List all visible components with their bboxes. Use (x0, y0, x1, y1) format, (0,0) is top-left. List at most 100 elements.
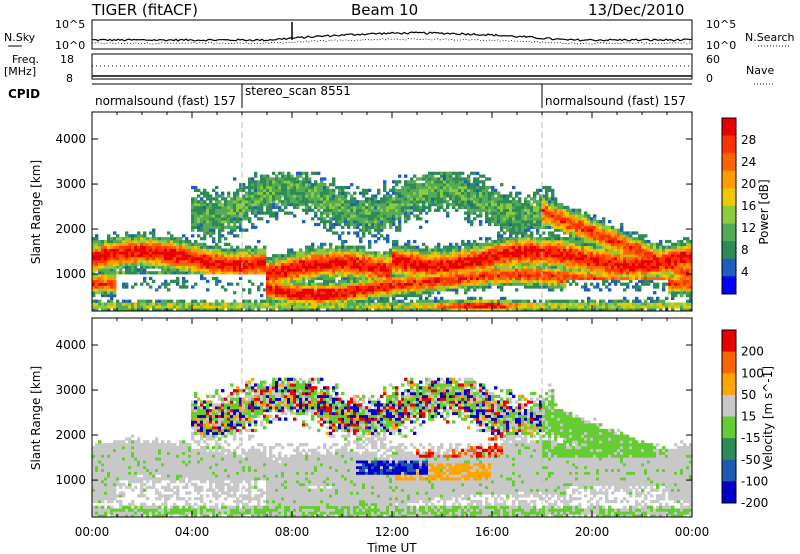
heat-cell (356, 279, 360, 283)
heat-cell (377, 274, 381, 278)
heat-cell (221, 285, 225, 289)
heat-cell (515, 228, 519, 232)
heat-cell (185, 237, 189, 241)
heat-cell (323, 220, 327, 224)
heat-cell (272, 191, 276, 195)
heat-cell (149, 239, 153, 244)
heat-cell (116, 308, 120, 312)
heat-cell (377, 282, 381, 286)
heat-cell (494, 308, 498, 312)
heat-cell (554, 274, 558, 278)
heat-cell (323, 285, 327, 289)
heat-cell (194, 197, 198, 201)
heat-cell (434, 268, 438, 272)
heat-cell (431, 271, 435, 275)
heat-cell (500, 251, 504, 255)
heat-cell (572, 271, 576, 275)
heat-cell (113, 265, 117, 269)
heat-cell (227, 254, 231, 258)
heat-cell (221, 248, 225, 252)
heat-cell (254, 188, 258, 192)
heat-cell (248, 205, 252, 210)
heat-cell (494, 265, 498, 269)
heat-cell (560, 205, 564, 210)
heat-cell (104, 251, 108, 255)
heat-cell (515, 302, 519, 306)
heat-cell (347, 259, 351, 264)
heat-cell (341, 217, 345, 221)
heat-cell (191, 262, 195, 266)
heat-cell (416, 254, 420, 258)
heat-cell (425, 299, 429, 303)
heat-cell (524, 285, 528, 289)
heat-cell (530, 251, 534, 255)
heat-cell (392, 248, 396, 252)
heat-cell (194, 251, 198, 255)
heat-cell (293, 259, 297, 264)
heat-cell (242, 211, 246, 215)
heat-cell (488, 185, 492, 190)
heat-cell (275, 259, 279, 264)
heat-cell (428, 282, 432, 286)
heat-cell (428, 171, 432, 175)
heat-cell (437, 205, 441, 210)
heat-cell (143, 276, 147, 281)
heat-cell (407, 245, 411, 249)
heat-cell (245, 251, 249, 255)
heat-cell (260, 205, 264, 210)
heat-cell (485, 299, 489, 303)
heat-cell (365, 302, 369, 306)
heat-cell (272, 197, 276, 201)
heat-cell (134, 302, 138, 306)
heat-cell (431, 299, 435, 303)
heat-cell (215, 276, 219, 281)
heat-cell (338, 282, 342, 286)
heat-cell (500, 220, 504, 224)
heat-cell (239, 265, 243, 269)
heat-cell (239, 308, 243, 312)
heat-cell (497, 282, 501, 286)
heat-cell (293, 276, 297, 281)
heat-cell (176, 237, 180, 241)
heat-cell (473, 217, 477, 221)
heat-cell (293, 308, 297, 312)
heat-cell (113, 282, 117, 286)
heat-cell (485, 191, 489, 195)
heat-cell (242, 185, 246, 190)
heat-cell (233, 268, 237, 272)
heat-cell (425, 279, 429, 283)
heat-cell (542, 265, 546, 269)
heat-cell (413, 279, 417, 283)
heat-cell (308, 183, 312, 187)
heat-cell (431, 268, 435, 272)
heat-cell (563, 211, 567, 215)
heat-cell (515, 237, 519, 241)
heat-cell (437, 262, 441, 266)
heat-cell (485, 262, 489, 266)
freq-right-tick-top: 60 (706, 53, 720, 66)
heat-cell (356, 288, 360, 292)
heat-cell (491, 200, 495, 204)
heat-cell (224, 197, 228, 201)
heat-cell (212, 231, 216, 235)
heat-cell (155, 251, 159, 255)
heat-cell (395, 305, 399, 309)
heat-cell (95, 237, 99, 241)
heat-cell (317, 288, 321, 292)
heat-cell (140, 305, 144, 309)
heat-cell (458, 282, 462, 286)
heat-cell (191, 222, 195, 227)
heat-cell (485, 308, 489, 312)
heat-cell (338, 200, 342, 204)
heat-cell (476, 285, 480, 289)
heat-cell (569, 242, 573, 247)
heat-cell (314, 185, 318, 190)
heat-cell (536, 308, 540, 312)
heat-cell (389, 222, 393, 227)
heat-cell (209, 302, 213, 306)
heat-cell (167, 256, 171, 261)
heat-cell (179, 248, 183, 252)
heat-cell (95, 299, 99, 303)
heat-cell (416, 285, 420, 289)
heat-cell (413, 268, 417, 272)
